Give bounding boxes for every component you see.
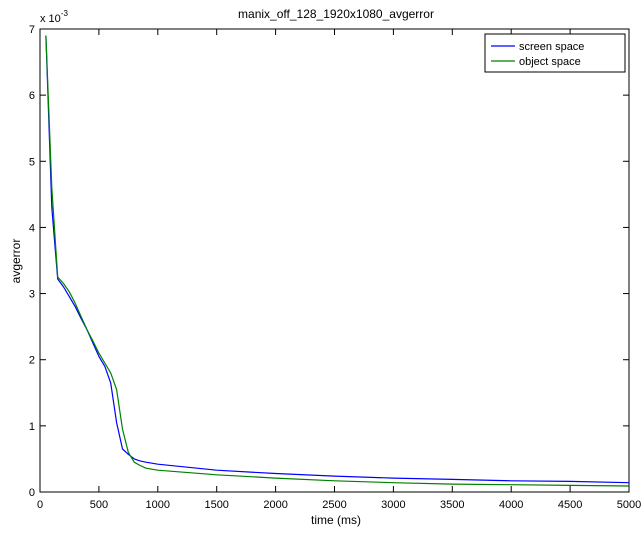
legend-label: screen space <box>519 41 584 53</box>
plot-frame <box>39 28 630 493</box>
y-axis-label: avgerror <box>9 239 23 284</box>
y-tick-label: 6 <box>29 90 35 102</box>
x-tick-label: 4500 <box>558 499 582 511</box>
y-tick-label: 4 <box>29 222 35 234</box>
x-tick-label: 500 <box>90 499 108 511</box>
legend-box <box>484 33 626 73</box>
x-tick-label: 2500 <box>322 499 346 511</box>
x-tick-label: 5000 <box>617 499 641 511</box>
y-tick-label: 3 <box>29 289 35 301</box>
y-scale-exponent: -3 <box>61 9 69 18</box>
series-line-object-space <box>45 35 630 487</box>
y-tick-label: 1 <box>29 421 35 433</box>
x-axis-label: time (ms) <box>311 513 361 527</box>
legend-label: object space <box>519 56 581 68</box>
x-tick-label: 3000 <box>381 499 405 511</box>
y-tick-label: 0 <box>29 487 35 499</box>
legend: screen space object space <box>484 33 626 73</box>
x-tick-label: 4000 <box>499 499 523 511</box>
series-line-screen-space <box>45 35 630 484</box>
x-tick-label: 2000 <box>263 499 287 511</box>
y-tick-label: 7 <box>29 24 35 36</box>
x-tick-label: 1500 <box>204 499 228 511</box>
y-tick-label: 5 <box>29 156 35 168</box>
x-tick-label: 0 <box>37 499 43 511</box>
y-scale-multiplier: x 10-3 <box>40 9 68 25</box>
x-tick-label: 1000 <box>146 499 170 511</box>
y-scale-base: x 10 <box>40 13 61 25</box>
y-tick-label: 2 <box>29 355 35 367</box>
chart-title: manix_off_128_1920x1080_avgerror <box>238 7 434 21</box>
plot-area: 0 500 1000 1500 2000 2500 3000 3500 4000 4500 5000… <box>29 24 641 511</box>
x-tick-label: 3500 <box>440 499 464 511</box>
